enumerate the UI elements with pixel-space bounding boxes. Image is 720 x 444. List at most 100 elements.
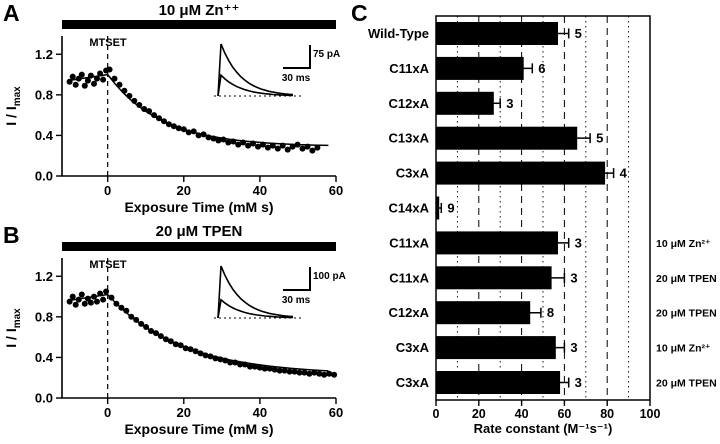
data-point <box>108 294 115 301</box>
condition-duration-bar <box>62 242 336 251</box>
data-point <box>271 366 278 373</box>
data-point <box>141 106 148 112</box>
data-point <box>227 359 234 366</box>
data-point <box>136 102 143 108</box>
bar <box>436 371 561 394</box>
ylabel-sub-b: max <box>11 308 23 329</box>
panel-c: 5 Wild-Type 6 C11xA 3 C12xA 5 C13xA 4 C3xA 9 C14xA 3… <box>348 0 720 444</box>
data-point <box>75 296 82 303</box>
inset-current-trace <box>217 73 294 97</box>
panel-a-letter: A <box>3 0 20 26</box>
inset-current-trace <box>217 43 294 97</box>
y-tick-label: 0.0 <box>35 169 53 184</box>
y-tick-label: 1.2 <box>35 47 53 62</box>
data-point <box>210 135 217 142</box>
data-point <box>81 82 88 89</box>
data-point <box>309 147 316 154</box>
ylabel-sub-a: max <box>11 86 23 107</box>
x-tick-label: 0 <box>433 407 440 421</box>
data-point <box>81 300 88 307</box>
data-point <box>148 328 154 334</box>
data-point <box>156 115 162 122</box>
inset-scale-ms-label: 30 ms <box>282 73 311 84</box>
data-point <box>259 141 266 148</box>
x-tick-label: 40 <box>253 405 267 420</box>
x-tick-label: 60 <box>329 405 343 420</box>
data-point <box>175 125 182 132</box>
data-point <box>261 365 268 372</box>
data-point <box>94 298 100 305</box>
data-point <box>311 369 318 376</box>
inset-scale-bars <box>283 267 311 291</box>
data-point <box>256 364 263 371</box>
data-point <box>72 81 79 88</box>
data-point <box>331 371 338 378</box>
data-point <box>200 131 207 138</box>
data-point <box>167 338 174 345</box>
data-point <box>245 142 252 149</box>
n-label: 3 <box>575 375 582 390</box>
data-point <box>217 356 224 363</box>
panel-a-xlabel: Exposure Time (mM s) <box>124 199 274 215</box>
data-point <box>116 81 123 88</box>
n-label: 5 <box>596 131 603 146</box>
x-tick-label: 40 <box>515 407 529 421</box>
panel-c-letter: C <box>351 0 368 26</box>
bar <box>436 161 606 185</box>
x-tick-label: 60 <box>329 183 343 198</box>
category-label: C3xA <box>396 166 430 181</box>
panel-a: 0.0 0.4 0.8 1.2 0 20 40 60 75 pA 30 ms A 10 μM Zn… <box>0 0 348 222</box>
data-point <box>100 76 107 83</box>
data-point <box>165 121 172 128</box>
n-label: 6 <box>538 61 545 76</box>
panel-b-plot: 0.0 0.4 0.8 1.2 0 20 40 60 100 pA 30 ms <box>35 242 346 420</box>
inset-scale-pa-label: 100 pA <box>313 271 346 282</box>
inset-scale-pa-label: 75 pA <box>313 49 340 60</box>
data-point <box>247 363 253 370</box>
data-point <box>207 353 214 360</box>
data-point <box>153 330 159 337</box>
data-point <box>91 80 97 87</box>
data-point <box>291 368 298 375</box>
n-label: 3 <box>570 270 577 285</box>
data-point <box>264 144 271 151</box>
bar <box>436 56 524 80</box>
data-point <box>240 139 247 146</box>
data-point <box>215 137 222 144</box>
data-point <box>97 70 104 77</box>
data-point <box>113 300 120 307</box>
data-point <box>220 136 227 143</box>
n-label: 4 <box>620 166 628 181</box>
y-tick-label: 0.4 <box>35 128 54 143</box>
category-label: C3xA <box>396 340 430 355</box>
category-label: C3xA <box>396 375 430 390</box>
panel-b-letter: B <box>3 222 20 248</box>
data-point <box>131 97 138 104</box>
data-point <box>97 290 104 297</box>
category-label: C11xA <box>389 61 429 76</box>
data-point <box>276 367 283 374</box>
bar <box>436 301 531 325</box>
data-point <box>187 346 194 353</box>
bar <box>436 336 556 360</box>
data-point <box>299 145 306 152</box>
data-point <box>66 78 73 85</box>
data-point <box>103 288 110 295</box>
bar <box>436 126 578 150</box>
data-point <box>192 348 199 355</box>
data-point <box>289 143 296 150</box>
category-label: Wild-Type <box>368 26 429 41</box>
data-point <box>205 134 212 141</box>
data-point <box>326 370 333 377</box>
data-point <box>195 132 202 139</box>
data-point <box>232 359 239 366</box>
data-point <box>111 75 118 82</box>
x-tick-label: 80 <box>600 407 614 421</box>
category-label: C12xA <box>389 305 430 320</box>
data-point <box>316 370 323 377</box>
data-point <box>296 369 303 376</box>
data-point <box>66 298 73 305</box>
data-point <box>87 299 94 306</box>
data-point <box>118 304 125 311</box>
